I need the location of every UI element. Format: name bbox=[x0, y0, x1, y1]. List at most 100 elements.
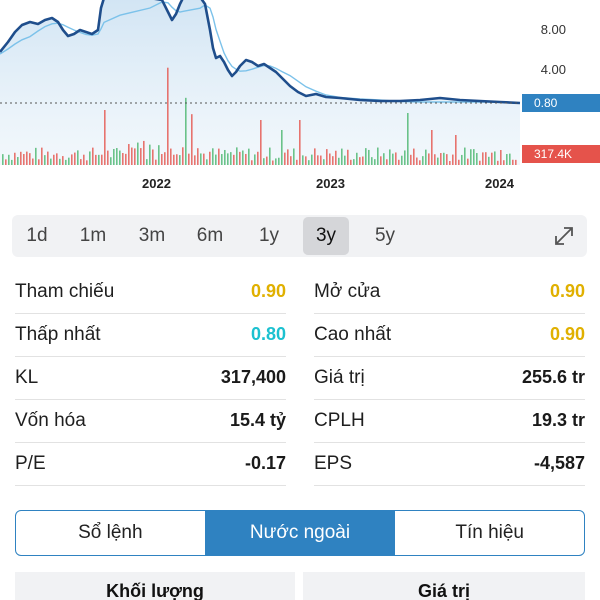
volume-bar bbox=[473, 149, 475, 165]
volume-bar bbox=[206, 159, 208, 165]
tab-order-book[interactable]: Sổ lệnh bbox=[78, 522, 143, 543]
volume-bar bbox=[56, 153, 58, 165]
range-6m-button[interactable]: 6m bbox=[196, 225, 224, 246]
volume-bar bbox=[440, 153, 442, 165]
volume-bar bbox=[275, 158, 277, 165]
stat-label: Cao nhất bbox=[314, 324, 392, 345]
volume-bar bbox=[116, 148, 118, 165]
volume-bar bbox=[392, 153, 394, 165]
range-5y-button[interactable]: 5y bbox=[374, 225, 396, 246]
value-column-header: Giá trị bbox=[303, 572, 585, 600]
tab-foreign[interactable]: Nước ngoài bbox=[204, 511, 395, 555]
volume-bar bbox=[140, 148, 142, 165]
volume-bar bbox=[326, 149, 328, 165]
volume-bar bbox=[146, 159, 148, 165]
volume-bar bbox=[308, 160, 310, 165]
volume-bar bbox=[377, 147, 379, 165]
stat-label: P/E bbox=[15, 453, 46, 474]
volume-bar bbox=[317, 155, 319, 165]
volume-bar bbox=[233, 154, 235, 165]
volume-bar bbox=[203, 153, 205, 165]
volume-bar bbox=[194, 155, 196, 165]
volume-bar bbox=[59, 158, 61, 165]
volume-bar bbox=[509, 153, 511, 165]
volume-bar bbox=[488, 156, 490, 165]
volume-bar bbox=[329, 153, 331, 165]
volume-bar bbox=[176, 154, 178, 165]
volume-bar bbox=[155, 159, 157, 165]
volume-bar bbox=[86, 160, 88, 165]
stats-row: Thấp nhất 0.80 Cao nhất 0.90 bbox=[0, 313, 600, 357]
range-1y-button[interactable]: 1y bbox=[258, 225, 280, 246]
volume-bar bbox=[164, 152, 166, 165]
range-1d-button[interactable]: 1d bbox=[26, 225, 48, 246]
volume-bar bbox=[416, 157, 418, 165]
volume-bar bbox=[71, 154, 73, 165]
volume-bar bbox=[494, 151, 496, 165]
volume-bar bbox=[95, 154, 97, 165]
volume-bar bbox=[398, 159, 400, 165]
price-chart[interactable] bbox=[0, 0, 600, 200]
volume-bar bbox=[137, 142, 139, 165]
range-3m-button[interactable]: 3m bbox=[138, 225, 166, 246]
volume-bar bbox=[311, 154, 313, 165]
volume-bar bbox=[236, 147, 238, 165]
volume-column-header: Khối lượng bbox=[15, 572, 295, 600]
volume-bar bbox=[17, 157, 19, 165]
value-cell: Giá trị 255.6 tr bbox=[314, 356, 585, 400]
volume-bar bbox=[461, 154, 463, 165]
expand-icon[interactable] bbox=[553, 225, 575, 247]
volume-bar bbox=[107, 150, 109, 165]
volume-bar bbox=[476, 153, 478, 165]
x-tick-label: 2024 bbox=[485, 176, 514, 191]
volume-bar bbox=[35, 147, 37, 165]
volume-bar bbox=[491, 152, 493, 165]
volume-bar bbox=[182, 147, 184, 165]
volume-bar bbox=[302, 155, 304, 165]
volume-bar bbox=[464, 147, 466, 165]
volume-bar bbox=[359, 157, 361, 165]
stat-label: KL bbox=[15, 367, 39, 388]
range-3y-button[interactable]: 3y bbox=[303, 217, 349, 255]
moving-average-line bbox=[0, 1, 521, 104]
volume-bar bbox=[83, 154, 85, 165]
range-1m-button[interactable]: 1m bbox=[79, 225, 107, 246]
volume-bar bbox=[230, 152, 232, 165]
last-price-tag: 0.80 bbox=[522, 94, 600, 112]
volume-bar bbox=[407, 113, 409, 165]
stat-value: 317,400 bbox=[220, 367, 286, 387]
volume-bar bbox=[38, 159, 40, 165]
stat-value: 255.6 tr bbox=[521, 367, 585, 387]
volume-bar bbox=[443, 152, 445, 165]
low-price-cell: Thấp nhất 0.80 bbox=[15, 313, 286, 357]
volume-bar bbox=[380, 156, 382, 165]
volume-bar bbox=[152, 149, 154, 165]
volume-bar bbox=[452, 154, 454, 165]
volume-bar bbox=[353, 159, 355, 165]
volume-bar bbox=[401, 155, 403, 165]
volume-bar bbox=[293, 148, 295, 165]
volume-bar bbox=[284, 152, 286, 165]
volume-bar bbox=[251, 160, 253, 165]
volume-bar bbox=[512, 159, 514, 165]
stat-label: CPLH bbox=[314, 410, 365, 431]
volume-bar bbox=[365, 148, 367, 165]
high-price-cell: Cao nhất 0.90 bbox=[314, 313, 585, 357]
volume-bar bbox=[224, 149, 226, 165]
stats-row: Tham chiếu 0.90 Mở cửa 0.90 bbox=[0, 270, 600, 314]
volume-bar bbox=[53, 154, 55, 165]
volume-bar bbox=[497, 160, 499, 165]
volume-bar bbox=[332, 156, 334, 165]
tab-signals[interactable]: Tín hiệu bbox=[394, 511, 584, 555]
volume-bar bbox=[50, 158, 52, 165]
volume-bar bbox=[323, 159, 325, 165]
volume-bar bbox=[23, 154, 25, 165]
volume-bar bbox=[245, 153, 247, 165]
volume-bar bbox=[305, 156, 307, 165]
y-tick-label: 8.00 bbox=[540, 22, 566, 37]
volume-bar bbox=[389, 149, 391, 165]
volume-bar bbox=[185, 97, 187, 165]
volume-bar bbox=[500, 150, 502, 165]
volume-bar bbox=[470, 149, 472, 165]
stat-value: 0.90 bbox=[250, 281, 286, 301]
